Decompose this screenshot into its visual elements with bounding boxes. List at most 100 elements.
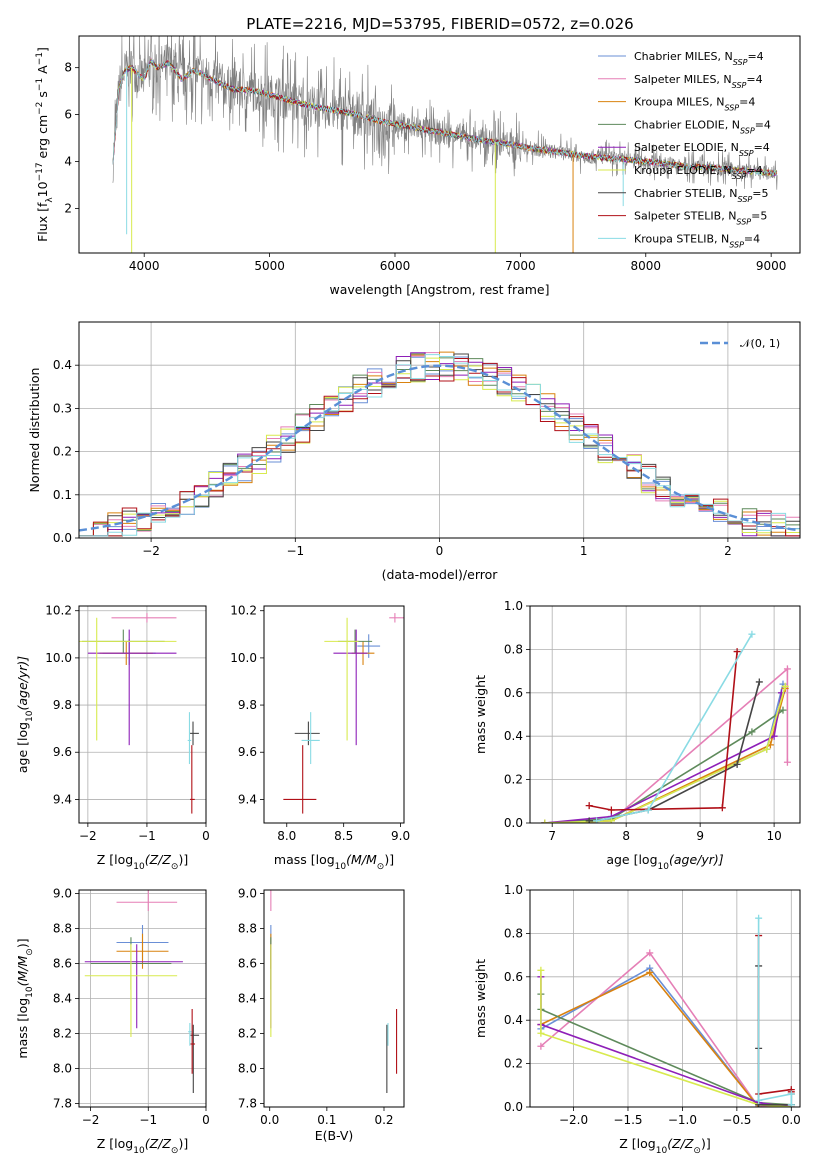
legend-label: Salpeter MILES, NSSP=4 [634, 73, 763, 90]
x-tick-label: 8.5 [334, 829, 353, 843]
label-part: −17 [35, 162, 45, 181]
x-tick-label: 2 [724, 544, 732, 558]
axes-frame [529, 889, 801, 1108]
label-part: 10 [133, 862, 145, 872]
label-part: (Z/Z [145, 1136, 172, 1151]
mass-vs-extinction-panel: 0.0 0.1 0.2 7.8 8.0 8.2 8.4 8.6 8.8 9.0 E(B-V) [238, 887, 405, 1143]
label-part: s [35, 91, 50, 102]
y-tick-label: 8.8 [53, 922, 72, 936]
weight-marker [783, 758, 791, 766]
axes-frame [78, 35, 801, 254]
label-part: (Z/Z [145, 852, 172, 867]
x-axis-label: Z [log10(Z/Z⊙)] [97, 852, 188, 872]
label-part: 10 [335, 862, 347, 872]
label-part: Z [log [97, 1136, 133, 1151]
weight-marker [537, 966, 545, 974]
label-part: 10 [35, 181, 50, 197]
legend-sub: SSP [732, 80, 747, 89]
weight-marker [585, 817, 593, 823]
weight-marker [787, 1101, 795, 1107]
label-part: )] [701, 1136, 711, 1151]
x-tick-label: 10 [766, 829, 781, 843]
label-part: )] [178, 1136, 188, 1151]
label-part: (M/M [346, 852, 377, 867]
y-tick-label: 8 [64, 61, 72, 75]
legend-label: Salpeter STELIB, NSSP=5 [634, 210, 767, 227]
y-tick-label: 0.4 [53, 358, 72, 372]
weight-series [540, 976, 792, 1107]
x-tick-label: −1 [286, 544, 304, 558]
residual-histogram [79, 353, 800, 537]
label-part: Z [log [619, 1136, 655, 1151]
weight-series [596, 633, 753, 822]
x-tick-label: −2 [142, 544, 160, 558]
y-tick-label: 8.2 [238, 1027, 257, 1041]
plot-area [84, 890, 200, 1093]
weight-marker [763, 745, 771, 753]
x-tick-label: −1 [139, 1113, 157, 1127]
y-tick-label: 0.1 [53, 488, 72, 502]
x-tick-label: 9 [696, 829, 704, 843]
y-tick-label: 8.0 [238, 1062, 257, 1076]
label-part: mass [log [15, 998, 30, 1059]
x-axis-label: Z [log10(Z/Z⊙)] [619, 1136, 710, 1156]
y-tick-label: 9.0 [53, 887, 72, 901]
label-part: A [35, 65, 50, 78]
x-axis-label: wavelength [Angstrom, rest frame] [329, 282, 549, 297]
mass-vs-metallicity-panel: −2 −1 07.88.08.28.48.68.89.0Z [log10(Z/Z⊙)… [15, 887, 210, 1157]
label-part: ⊙ [377, 862, 385, 872]
legend-label-text: Kroupa MILES, N [634, 96, 724, 109]
legend-label-text: Kroupa ELODIE, N [634, 164, 732, 177]
axes-frame [78, 605, 207, 824]
legend-sub: SSP [733, 58, 748, 67]
plot-area [79, 351, 800, 537]
label-part: 10 [133, 1146, 145, 1156]
x-tick-label: 7 [548, 829, 556, 843]
y-axis-label: Normed distribution [27, 368, 42, 493]
figure-title: PLATE=2216, MJD=53795, FIBERID=0572, z=0… [246, 15, 633, 33]
weight-series [544, 688, 786, 823]
y-tick-label: 0.4 [504, 729, 523, 743]
weight-marker [781, 682, 789, 690]
weight-marker [537, 1042, 545, 1050]
x-tick-label: −2.0 [559, 1113, 588, 1127]
x-tick-label: 8 [622, 829, 630, 843]
legend-label: Kroupa ELODIE, NSSP=4 [634, 164, 763, 181]
label-part: ⊙ [171, 1146, 179, 1156]
x-tick-label: 0 [436, 544, 444, 558]
y-tick-label: 0.8 [504, 926, 523, 940]
weight-marker [755, 914, 763, 922]
legend-label-text: Chabrier STELIB, N [634, 187, 738, 200]
weight-marker [646, 968, 654, 976]
weight-marker [748, 630, 756, 638]
label-part: mass [log [274, 852, 335, 867]
model-spectrum [112, 58, 778, 177]
x-tick-label: 7000 [505, 259, 536, 273]
y-tick-label: 1.0 [504, 599, 523, 613]
y-tick-label: 9.6 [238, 745, 257, 759]
label-part: ⊙ [171, 862, 179, 872]
label-part: (Z/Z [667, 1136, 694, 1151]
label-part: )] [15, 938, 30, 948]
x-axis-label: E(B-V) [315, 1128, 354, 1143]
weight-marker [755, 1096, 763, 1104]
weight-marker [607, 806, 615, 814]
weight-marker [733, 760, 741, 768]
legend-label: 𝒩(0, 1) [740, 337, 780, 350]
weight-vs-metallicity-panel: −2.0 −1.5 −1.0 −0.5 0.0 0.0 0.2 0.4 0.6 0.8 1.0 Z [… [473, 883, 801, 1156]
weight-marker [644, 806, 652, 814]
weight-marker [537, 1029, 545, 1037]
plot-area [283, 613, 404, 814]
weight-series [540, 970, 792, 1107]
weight-marker [718, 804, 726, 812]
label-part: −1 [35, 52, 45, 65]
weight-series [544, 667, 789, 823]
label-part: erg cm [35, 115, 50, 163]
weight-marker [770, 732, 778, 740]
weight-series [589, 681, 761, 822]
x-axis-label: mass [log10(M/M⊙)] [274, 852, 394, 872]
y-tick-label: 8.6 [238, 957, 257, 971]
label-part: (age/yr)] [15, 656, 30, 711]
y-tick-label: 4 [64, 155, 72, 169]
